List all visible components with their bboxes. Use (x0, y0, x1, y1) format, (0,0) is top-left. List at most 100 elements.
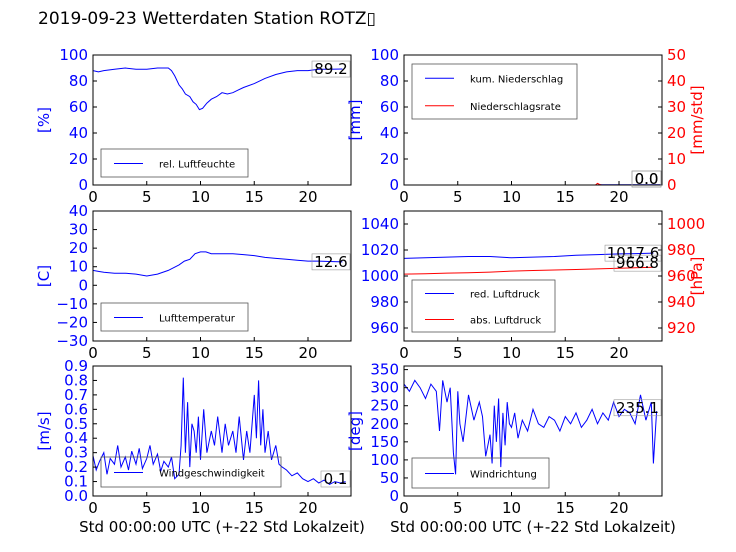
humidity-ytick-label: 20 (69, 150, 88, 168)
windspeed-ytick-label: 0.2 (64, 458, 88, 476)
winddirection-ytick-label: 300 (370, 379, 399, 397)
temperature-ytick-label: 40 (69, 202, 88, 220)
windspeed-xtick-label: 15 (245, 499, 264, 517)
temperature-ytick-label: 10 (69, 258, 88, 276)
precipitation-current-value-2: 0.0 (635, 170, 659, 188)
winddirection-legend-box (411, 457, 550, 489)
temperature-ytick-label: −30 (56, 332, 88, 350)
pressure-xtick-label: 20 (609, 344, 628, 362)
temperature-xtick-label: 0 (88, 344, 98, 362)
winddirection-xtick-label: 0 (399, 499, 409, 517)
pressure-y2tick-label: 940 (667, 293, 696, 311)
precipitation-y2tick-label: 30 (667, 98, 686, 116)
windspeed-xtick-label: 0 (88, 499, 98, 517)
winddirection-xtick-label: 20 (609, 499, 628, 517)
humidity-xtick-label: 20 (298, 188, 317, 206)
precipitation-ytick-label: 100 (370, 46, 399, 64)
winddirection-ytick-label: 0 (389, 487, 399, 505)
pressure-ytick-label: 1040 (361, 215, 399, 233)
pressure-current-value: 1017.6 (607, 244, 660, 262)
temperature-ytick-label: 0 (78, 276, 88, 294)
windspeed-xtick-label: 20 (298, 499, 317, 517)
windspeed-xtick-label: 5 (142, 499, 152, 517)
temperature-current-value-box (311, 253, 351, 271)
precipitation-current-value-2-box (631, 170, 662, 188)
pressure-ytick-label: 960 (370, 319, 399, 337)
windspeed-ytick-label: 0.5 (64, 415, 88, 433)
precipitation-xtick-label: 10 (502, 188, 521, 206)
humidity-ytick-label: 100 (59, 46, 88, 64)
precipitation-plot-frame (403, 54, 663, 186)
pressure-xtick-label: 0 (399, 344, 409, 362)
pressure-y2tick-label: 960 (667, 267, 696, 285)
windspeed-current-value: 0.1 (324, 470, 348, 488)
temperature-xtick-label: 15 (245, 344, 264, 362)
humidity-plot-frame (92, 54, 352, 186)
pressure-legend-label-1: red. Luftdruck (470, 290, 540, 301)
humidity-ylabel: [%] (35, 107, 53, 133)
precipitation-y2tick-label: 40 (667, 72, 686, 90)
pressure-legend-box (411, 279, 556, 333)
precipitation-y2tick-label: 50 (667, 46, 686, 64)
humidity-xtick-label: 0 (88, 188, 98, 206)
precipitation-y2tick-label: 10 (667, 150, 686, 168)
winddirection-legend-label-1: Windrichtung (470, 470, 537, 481)
windspeed-ytick-label: 0.7 (64, 386, 88, 404)
humidity-xtick-label: 15 (245, 188, 264, 206)
humidity-legend-label-1: rel. Luftfeuchte (159, 160, 235, 171)
winddirection-series-1-line (403, 379, 658, 475)
windspeed-xtick-label: 10 (191, 499, 210, 517)
windspeed-ytick-label: 0.1 (64, 473, 88, 491)
windspeed-ytick-label: 0.8 (64, 371, 88, 389)
humidity-xtick-label: 10 (191, 188, 210, 206)
winddirection-xlabel: Std 00:00:00 UTC (+-22 Std Lokalzeit) (390, 518, 676, 536)
temperature-legend-label-1: Lufttemperatur (159, 314, 236, 325)
humidity-ytick-label: 60 (69, 98, 88, 116)
winddirection-xtick-label: 15 (556, 499, 575, 517)
precipitation-xtick-label: 15 (556, 188, 575, 206)
temperature-xtick-label: 20 (298, 344, 317, 362)
humidity-xtick-label: 5 (142, 188, 152, 206)
temperature-ytick-label: 20 (69, 239, 88, 257)
winddirection-ytick-label: 50 (380, 469, 399, 487)
precipitation-legend-label-1: kum. Niederschlag (470, 74, 563, 85)
winddirection-current-value: 235.1 (616, 399, 659, 417)
humidity-ytick-label: 0 (78, 176, 88, 194)
temperature-ytick-label: 30 (69, 221, 88, 239)
pressure-current-value-box (604, 244, 662, 262)
pressure-series-2-line (403, 266, 654, 275)
precipitation-xtick-label: 20 (609, 188, 628, 206)
precipitation-ytick-label: 80 (380, 72, 399, 90)
humidity-current-value: 89.2 (314, 60, 347, 78)
winddirection-plot-frame (403, 365, 663, 497)
humidity-ytick-label: 80 (69, 72, 88, 90)
pressure-ytick-label: 1020 (361, 241, 399, 259)
precipitation-ytick-label: 40 (380, 124, 399, 142)
winddirection-ytick-label: 350 (370, 361, 399, 379)
windspeed-ylabel: [m/s] (35, 411, 53, 450)
windspeed-plot-frame (92, 365, 352, 497)
precipitation-ytick-label: 0 (389, 176, 399, 194)
pressure-ytick-label: 980 (370, 293, 399, 311)
windspeed-ytick-label: 0.9 (64, 357, 88, 375)
precipitation-legend-label-2: Niederschlagsrate (470, 102, 561, 113)
temperature-plot-frame (92, 210, 352, 342)
pressure-y2tick-label: 920 (667, 319, 696, 337)
precipitation-ytick-label: 60 (380, 98, 399, 116)
precipitation-ytick-label: 20 (380, 150, 399, 168)
precipitation-xtick-label: 5 (453, 188, 463, 206)
pressure-ytick-label: 1000 (361, 267, 399, 285)
windspeed-ytick-label: 0.4 (64, 429, 88, 447)
winddirection-current-value-box (613, 399, 662, 417)
humidity-legend-box (100, 148, 249, 178)
precipitation-y2tick-label: 20 (667, 124, 686, 142)
temperature-ytick-label: −10 (56, 295, 88, 313)
windspeed-legend-box (100, 456, 282, 488)
precipitation-current-value: 0.0 (635, 170, 659, 188)
precipitation-y2tick-label: 0 (667, 176, 677, 194)
precipitation-xtick-label: 0 (399, 188, 409, 206)
windspeed-series-1-line (92, 377, 346, 485)
windspeed-legend-label-1: Windgeschwindigkeit (159, 469, 265, 480)
pressure-y2label: [hPa] (688, 257, 706, 296)
